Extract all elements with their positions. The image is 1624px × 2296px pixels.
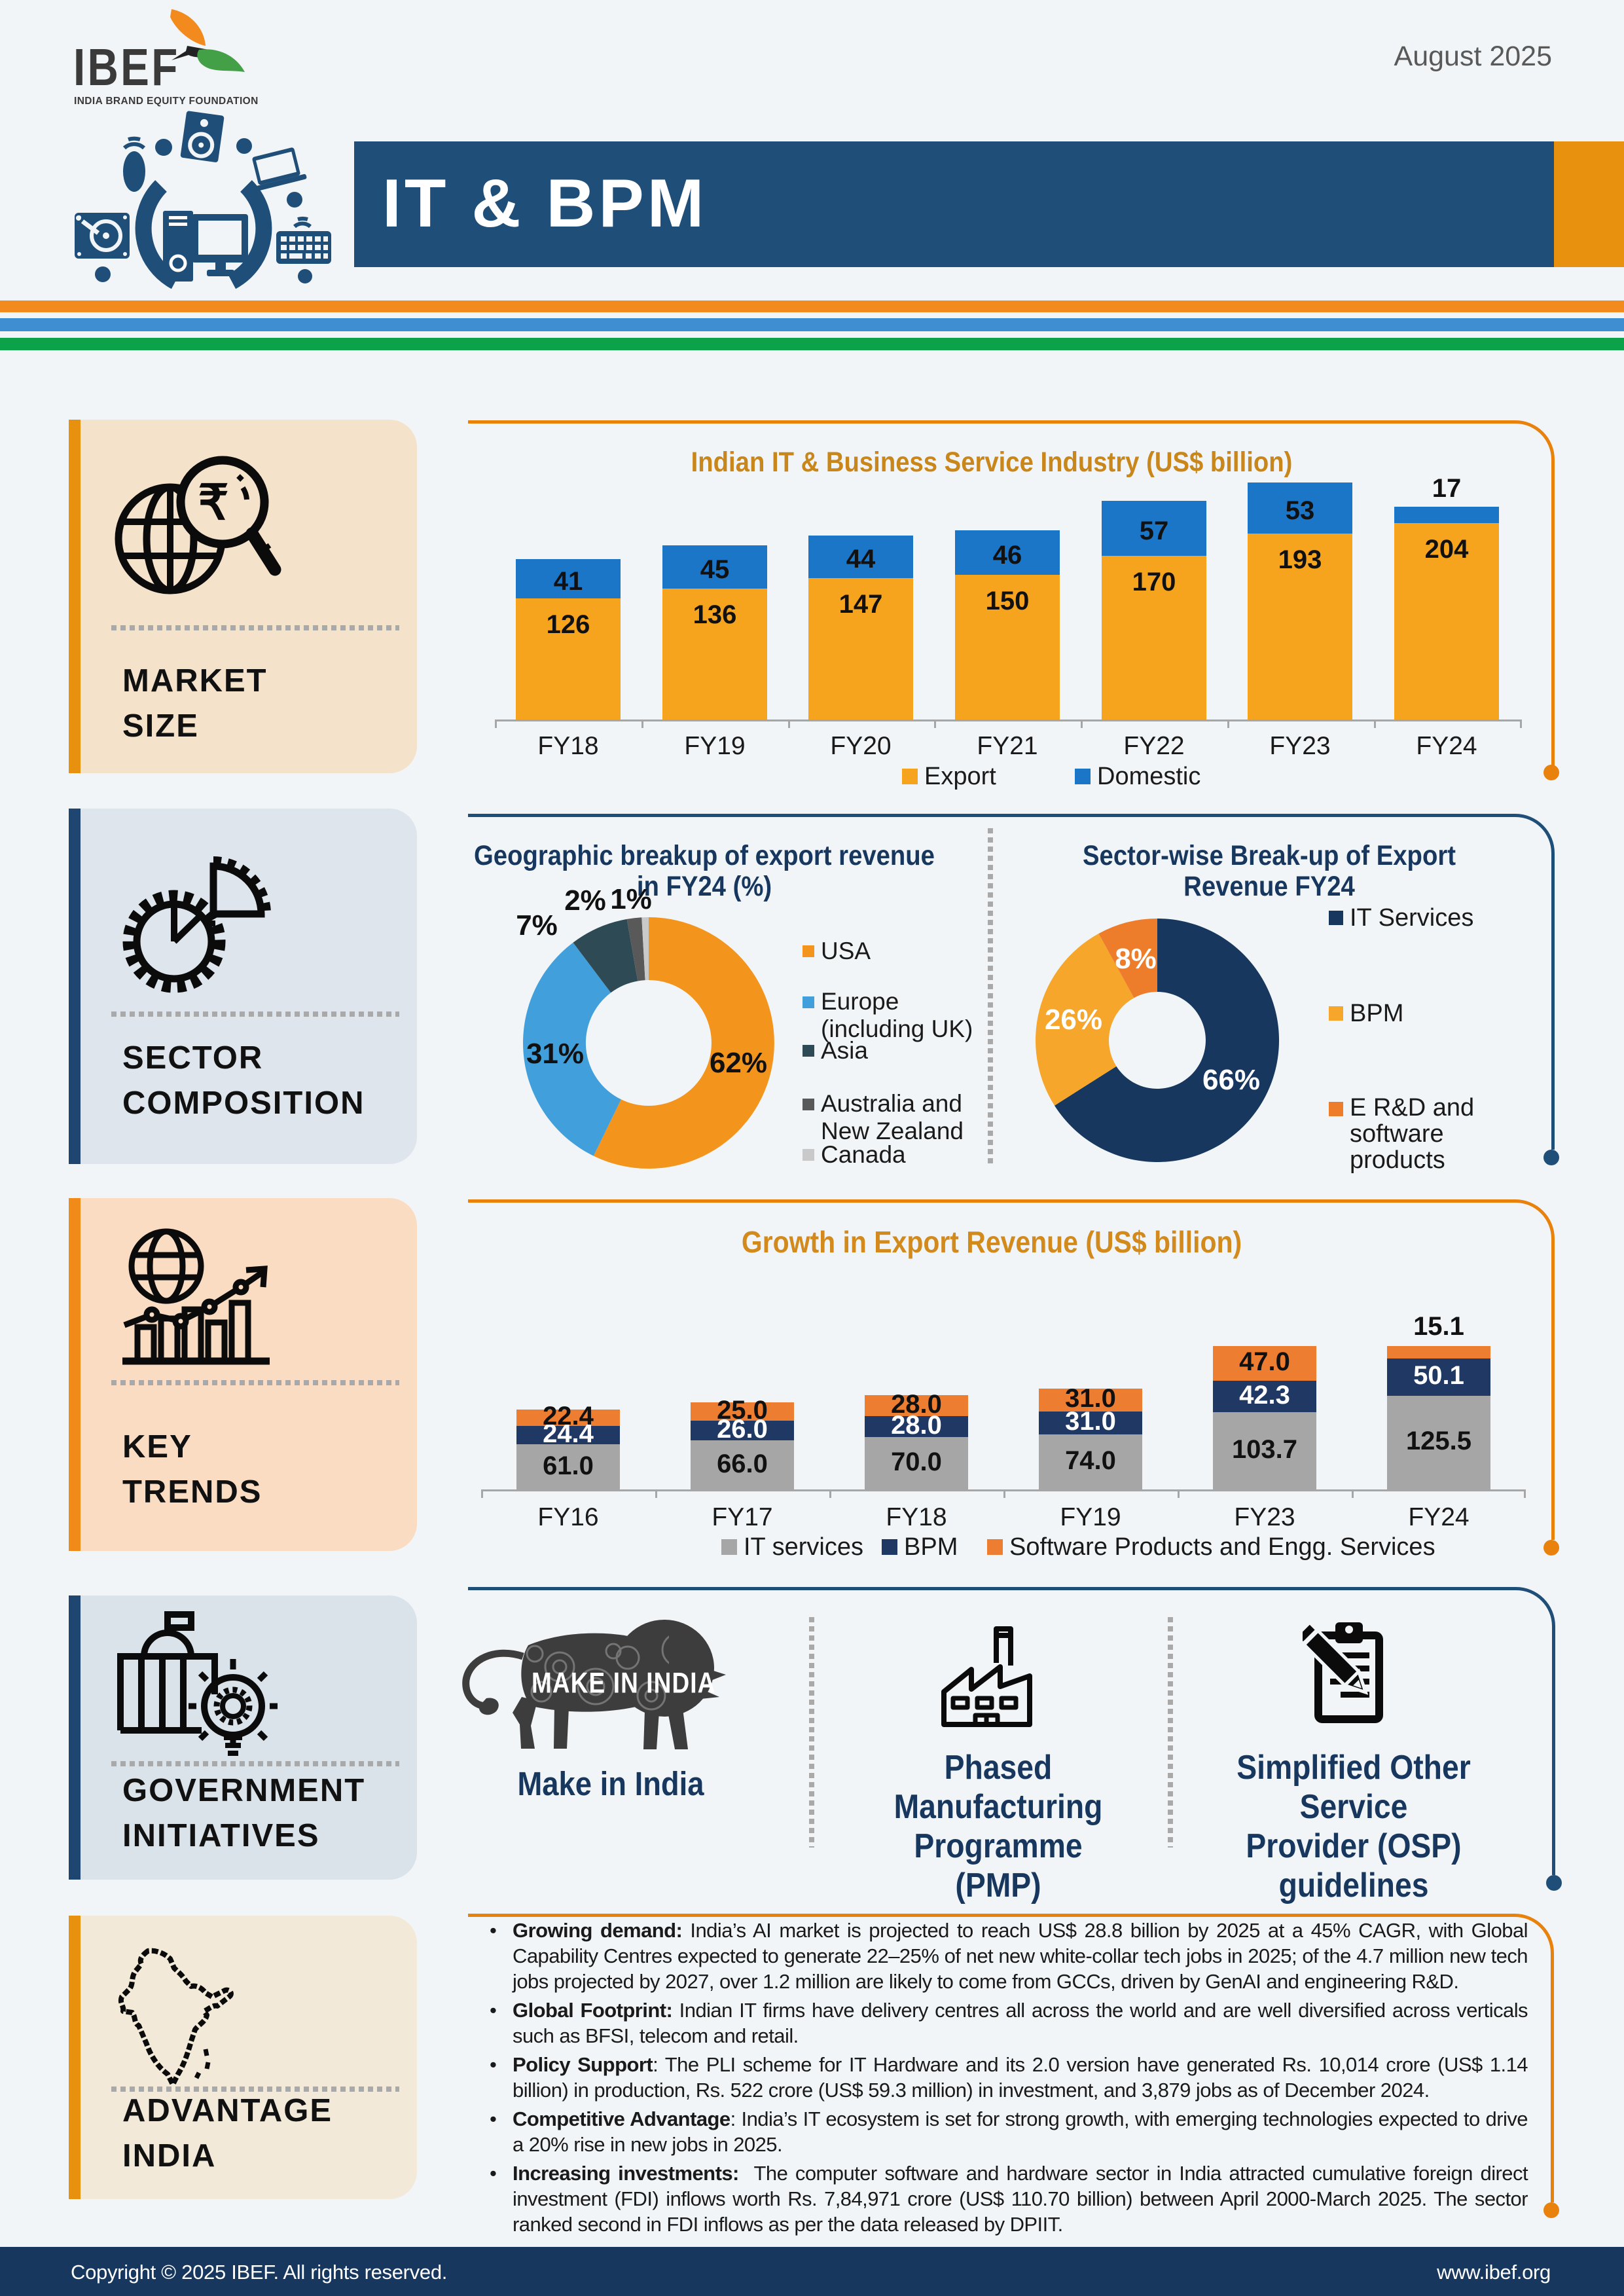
svg-text:₹: ₹	[198, 475, 228, 530]
